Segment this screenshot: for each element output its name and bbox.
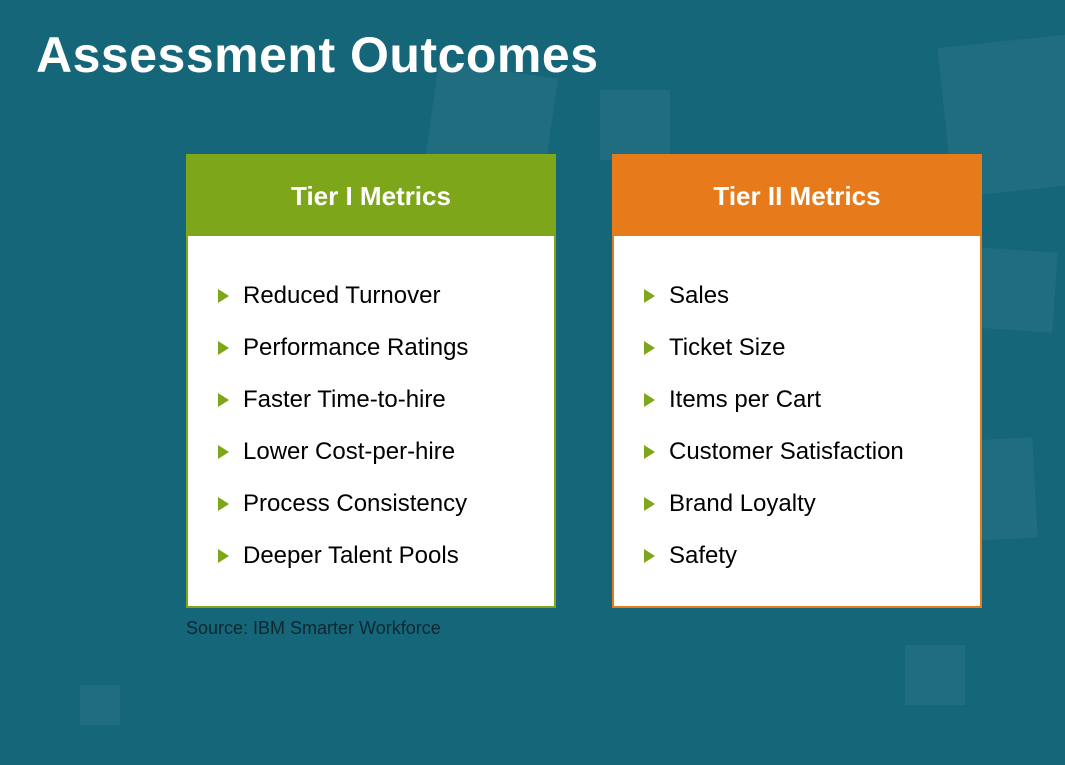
list-item: Brand Loyalty: [644, 490, 958, 518]
list-item-text: Items per Cart: [669, 386, 821, 414]
list-item-text: Deeper Talent Pools: [243, 542, 459, 570]
list-item: Safety: [644, 542, 958, 570]
arrow-icon: [218, 289, 229, 303]
arrow-icon: [644, 549, 655, 563]
arrow-icon: [644, 393, 655, 407]
list-item-text: Process Consistency: [243, 490, 467, 518]
list-item-text: Sales: [669, 282, 729, 310]
list-item: Customer Satisfaction: [644, 438, 958, 466]
arrow-icon: [644, 289, 655, 303]
list-item-text: Faster Time-to-hire: [243, 386, 446, 414]
arrow-icon: [644, 341, 655, 355]
tier2-list: Sales Ticket Size Items per Cart Custome…: [644, 282, 958, 570]
arrow-icon: [218, 445, 229, 459]
arrow-icon: [218, 341, 229, 355]
arrow-icon: [218, 549, 229, 563]
arrow-icon: [218, 497, 229, 511]
tier1-body: Reduced Turnover Performance Ratings Fas…: [188, 236, 554, 606]
list-item-text: Safety: [669, 542, 737, 570]
tier1-card: Tier I Metrics Reduced Turnover Performa…: [186, 154, 556, 608]
list-item-text: Lower Cost-per-hire: [243, 438, 455, 466]
arrow-icon: [644, 445, 655, 459]
list-item: Reduced Turnover: [218, 282, 532, 310]
list-item-text: Performance Ratings: [243, 334, 468, 362]
list-item-text: Customer Satisfaction: [669, 438, 904, 466]
page-title: Assessment Outcomes: [36, 26, 1029, 84]
list-item: Sales: [644, 282, 958, 310]
arrow-icon: [218, 393, 229, 407]
list-item: Process Consistency: [218, 490, 532, 518]
tier2-body: Sales Ticket Size Items per Cart Custome…: [614, 236, 980, 606]
slide: Assessment Outcomes Tier I Metrics Reduc…: [0, 0, 1065, 765]
tier2-card: Tier II Metrics Sales Ticket Size Items …: [612, 154, 982, 608]
list-item-text: Reduced Turnover: [243, 282, 440, 310]
cards-row: Tier I Metrics Reduced Turnover Performa…: [36, 154, 1029, 608]
arrow-icon: [644, 497, 655, 511]
tier1-list: Reduced Turnover Performance Ratings Fas…: [218, 282, 532, 570]
tier1-header: Tier I Metrics: [188, 156, 554, 236]
list-item: Lower Cost-per-hire: [218, 438, 532, 466]
list-item: Ticket Size: [644, 334, 958, 362]
list-item-text: Brand Loyalty: [669, 490, 816, 518]
list-item-text: Ticket Size: [669, 334, 785, 362]
list-item: Deeper Talent Pools: [218, 542, 532, 570]
tier2-header: Tier II Metrics: [614, 156, 980, 236]
list-item: Performance Ratings: [218, 334, 532, 362]
source-text: Source: IBM Smarter Workforce: [36, 618, 1029, 639]
list-item: Items per Cart: [644, 386, 958, 414]
list-item: Faster Time-to-hire: [218, 386, 532, 414]
